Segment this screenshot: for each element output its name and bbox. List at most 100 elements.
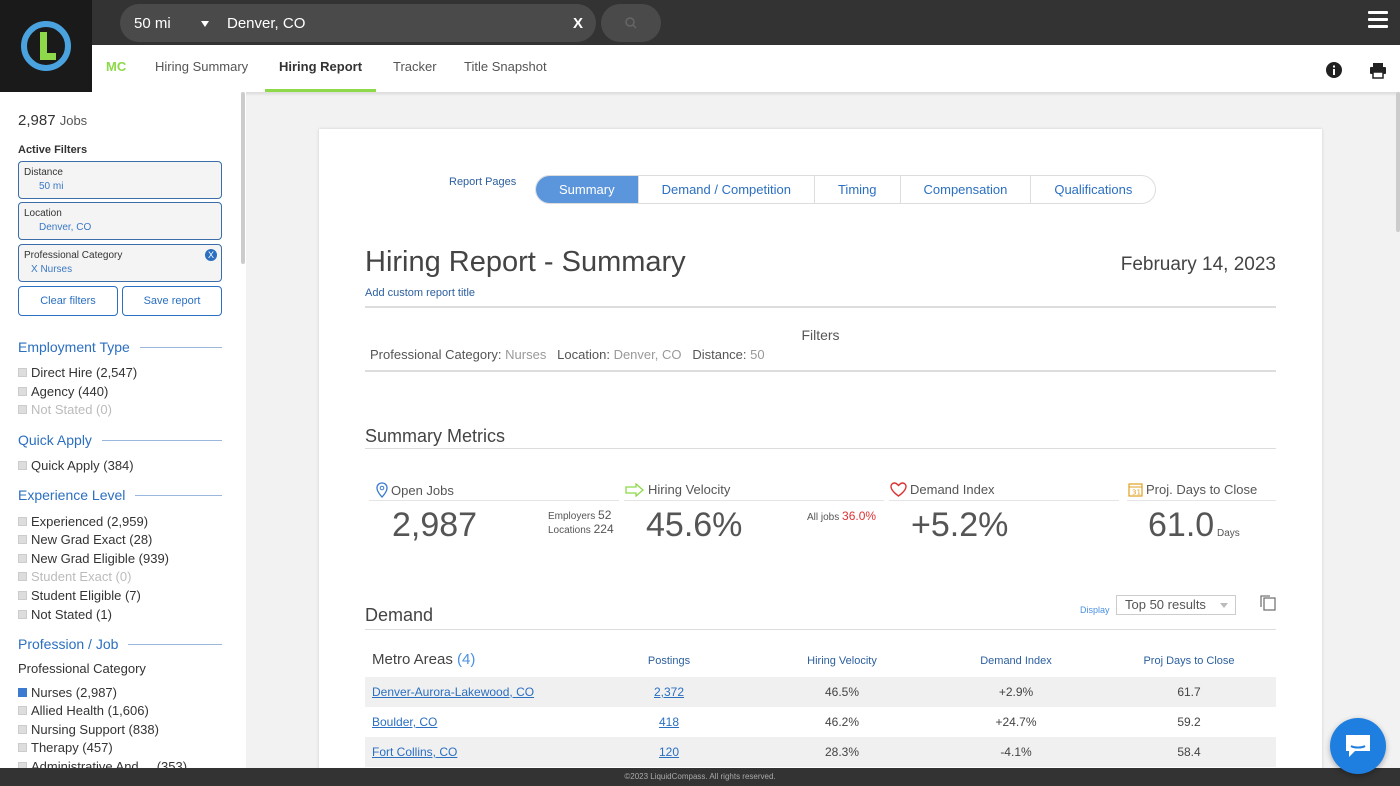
col-postings[interactable]: Postings	[647, 655, 691, 667]
filter-value: Denver, CO	[613, 347, 682, 362]
employers-label: Employers	[548, 511, 596, 522]
checkbox-student-exact[interactable]: Student Exact (0)	[18, 569, 131, 584]
tab-title-snapshot[interactable]: Title Snapshot	[464, 59, 547, 74]
filter-key: Professional Category	[24, 250, 123, 261]
chat-button[interactable]	[1330, 718, 1386, 774]
checkbox-experienced[interactable]: Experienced (2,959)	[18, 514, 148, 529]
checkbox-therapy[interactable]: Therapy (457)	[18, 740, 113, 755]
filter-value: Nurses	[505, 347, 547, 362]
employment-type-heading[interactable]: Employment Type	[18, 339, 222, 355]
hamburger-menu-icon[interactable]	[1368, 11, 1388, 32]
col-days-to-close[interactable]: Proj Days to Close	[1143, 655, 1235, 667]
velocity-cell: 46.5%	[824, 685, 860, 699]
tab-hiring-summary[interactable]: Hiring Summary	[155, 59, 249, 74]
summary-metrics-heading: Summary Metrics	[365, 426, 506, 446]
filter-value: 50	[750, 347, 765, 362]
checkbox-new-grad-exact[interactable]: New Grad Exact (28)	[18, 532, 152, 547]
checkbox-label: Agency (440)	[31, 384, 109, 399]
section-title: Quick Apply	[18, 432, 92, 448]
main-scrollbar[interactable]	[1396, 92, 1400, 232]
filter-key: Location:	[557, 347, 610, 362]
checkbox-label: Allied Health (1,606)	[31, 703, 149, 718]
checkbox-student-eligible[interactable]: Student Eligible (7)	[18, 588, 141, 603]
search-button[interactable]	[601, 4, 661, 42]
checkbox-label: New Grad Exact (28)	[31, 532, 153, 547]
active-filter-distance[interactable]: Distance 50 mi	[18, 161, 222, 199]
jobs-number: 2,987	[18, 112, 56, 129]
postings-link[interactable]: 120	[658, 745, 680, 759]
days-unit: Days	[1217, 528, 1240, 539]
page-tab-qualifications[interactable]: Qualifications	[1030, 176, 1155, 203]
col-demand-index[interactable]: Demand Index	[980, 655, 1052, 667]
print-icon[interactable]	[1369, 61, 1387, 79]
demand-index-value: +5.2%	[911, 506, 1009, 544]
add-custom-title-link[interactable]: Add custom report title	[365, 287, 476, 299]
active-filters-label: Active Filters	[18, 144, 88, 156]
liquidcompass-logo[interactable]	[0, 0, 92, 92]
metric-label: Open Jobs	[391, 482, 454, 498]
distance-select[interactable]: 50 mi	[120, 15, 215, 32]
col-hiring-velocity[interactable]: Hiring Velocity	[807, 655, 877, 667]
checkbox-allied-health[interactable]: Allied Health (1,606)	[18, 703, 149, 718]
experience-level-heading[interactable]: Experience Level	[18, 487, 222, 503]
clear-search-button[interactable]: X	[572, 14, 583, 32]
checkbox-agency[interactable]: Agency (440)	[18, 384, 108, 399]
metro-link[interactable]: Denver-Aurora-Lakewood, CO	[372, 685, 535, 699]
info-icon[interactable]	[1325, 61, 1343, 79]
checkbox-administrative[interactable]: Administrative And ... (353)	[18, 759, 187, 768]
metric-underline	[624, 500, 884, 501]
section-title: Experience Level	[18, 487, 126, 503]
postings-link[interactable]: 2,372	[653, 685, 685, 699]
checkbox-label: Direct Hire (2,547)	[31, 365, 138, 380]
clear-filters-button[interactable]: Clear filters	[18, 286, 118, 316]
sidebar-scrollbar[interactable]	[241, 92, 245, 264]
chevron-down-icon	[201, 20, 209, 27]
checkbox-new-grad-eligible[interactable]: New Grad Eligible (939)	[18, 551, 169, 566]
metro-link[interactable]: Fort Collins, CO	[372, 745, 458, 759]
divider	[365, 370, 1276, 372]
location-input[interactable]: Denver, CO	[227, 14, 306, 32]
checkbox-direct-hire[interactable]: Direct Hire (2,547)	[18, 365, 137, 380]
profession-heading[interactable]: Profession / Job	[18, 636, 222, 652]
display-select[interactable]: Top 50 results	[1116, 595, 1236, 615]
table-title: Metro Areas	[372, 651, 453, 668]
checkbox-label: Nursing Support (838)	[31, 722, 159, 737]
checkbox-experience-not-stated[interactable]: Not Stated (1)	[18, 607, 112, 622]
brand-mc[interactable]: MC	[106, 59, 127, 74]
hiring-velocity-value: 45.6%	[646, 506, 743, 544]
page-tab-compensation[interactable]: Compensation	[899, 176, 1031, 203]
active-filter-location[interactable]: Location Denver, CO	[18, 202, 222, 240]
top-bar: 50 mi Denver, CO X	[0, 0, 1400, 45]
page-tab-timing[interactable]: Timing	[813, 176, 900, 203]
locations-value: 224	[593, 522, 614, 536]
demand-cell: +2.9%	[998, 685, 1034, 699]
remove-filter-icon[interactable]: X	[205, 249, 217, 261]
chevron-down-icon	[1220, 603, 1228, 608]
page-tab-summary[interactable]: Summary	[536, 176, 638, 203]
professional-category-label: Professional Category	[18, 661, 146, 676]
checkbox-nurses[interactable]: Nurses (2,987)	[18, 685, 117, 700]
filter-key: Location	[24, 208, 62, 219]
main-content: Report Pages Summary Demand / Competitio…	[246, 92, 1400, 768]
checkbox-quick-apply[interactable]: Quick Apply (384)	[18, 458, 134, 473]
tab-hiring-report[interactable]: Hiring Report	[265, 45, 377, 92]
filter-value[interactable]: X Nurses	[31, 264, 73, 275]
days-to-close-label: 31 Proj. Days to Close	[1128, 482, 1257, 497]
postings-link[interactable]: 418	[658, 715, 680, 729]
active-filter-category[interactable]: Professional Category X Nurses X	[18, 244, 222, 282]
page-tab-demand[interactable]: Demand / Competition	[637, 176, 814, 203]
checkbox-not-stated[interactable]: Not Stated (0)	[18, 402, 112, 417]
metro-link[interactable]: Boulder, CO	[372, 715, 438, 729]
heart-icon	[890, 482, 907, 497]
arrow-right-icon	[625, 482, 644, 497]
filter-key: Professional Category:	[370, 347, 502, 362]
checkbox-label: Not Stated (0)	[31, 402, 112, 417]
report-date: February 14, 2023	[1120, 254, 1276, 275]
divider	[365, 448, 1276, 449]
quick-apply-heading[interactable]: Quick Apply	[18, 432, 222, 448]
checkbox-nursing-support[interactable]: Nursing Support (838)	[18, 722, 159, 737]
filter-key: Distance	[24, 167, 63, 178]
tab-tracker[interactable]: Tracker	[393, 59, 437, 74]
save-report-button[interactable]: Save report	[122, 286, 222, 316]
copy-icon[interactable]	[1259, 594, 1277, 612]
